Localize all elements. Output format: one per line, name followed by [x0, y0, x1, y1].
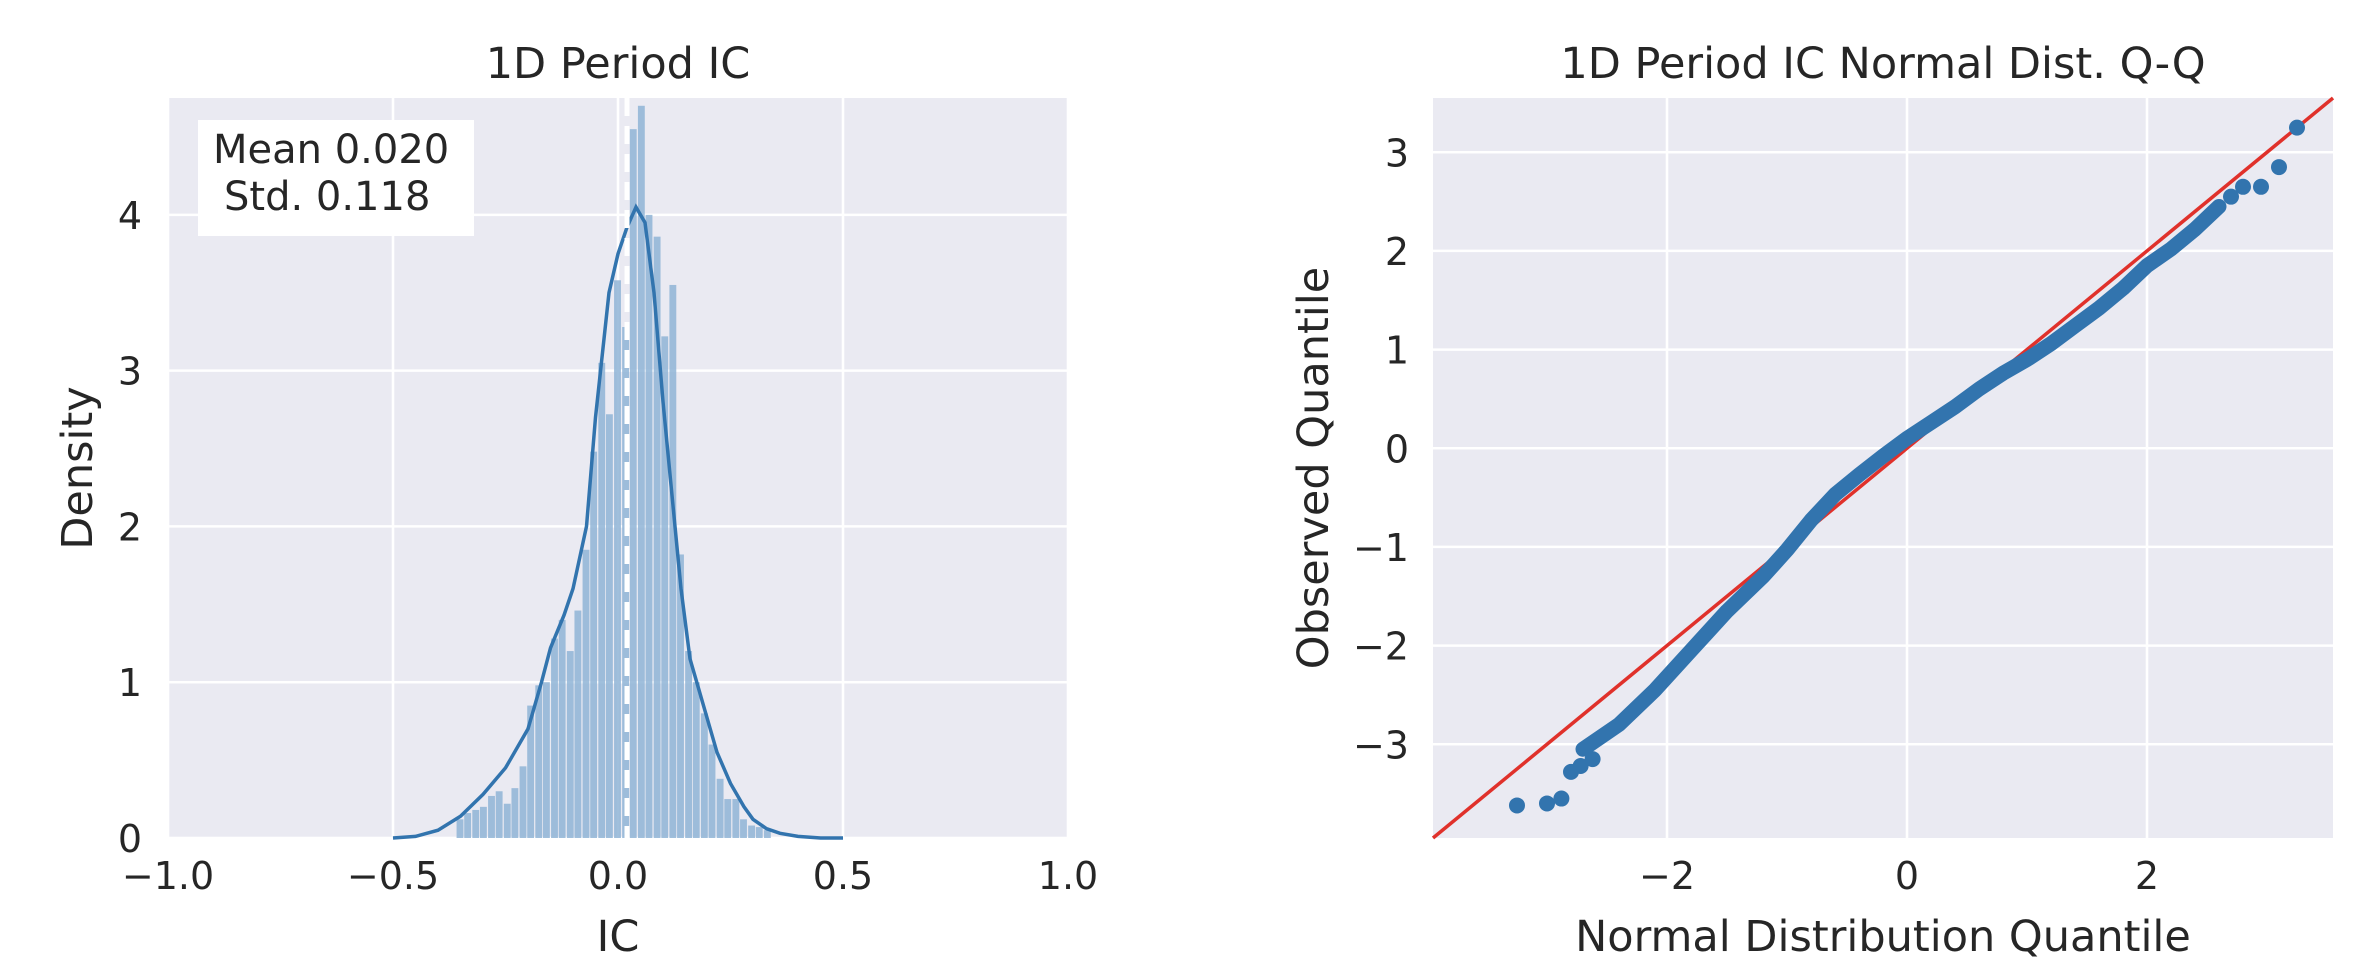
histogram-bar [511, 788, 519, 838]
histogram-x-tick-label: 1.0 [1038, 854, 1098, 898]
histogram-bar [669, 284, 677, 838]
qq-point [1539, 795, 1555, 812]
histogram-x-axis-label: IC [597, 912, 640, 962]
histogram-y-tick-label: 3 [118, 350, 142, 394]
qq-y-axis-label: Observed Quantile [1289, 267, 1339, 669]
qq-x-tick-label: −2 [1639, 854, 1695, 898]
histogram-bar [472, 809, 480, 838]
histogram-bar [748, 825, 756, 838]
qq-x-tick-labels: −2 0 2 [1639, 854, 2159, 898]
qq-y-tick-label: −1 [1353, 526, 1409, 570]
qq-title: 1D Period IC Normal Dist. Q-Q [1560, 39, 2205, 89]
histogram-x-tick-labels: −1.0 −0.5 0.0 0.5 1.0 [122, 854, 1098, 898]
histogram-bar [700, 713, 708, 838]
histogram-x-tick-label: −1.0 [122, 854, 214, 898]
qq-point [1584, 751, 1601, 768]
histogram-y-tick-labels: 0 1 2 3 4 [118, 194, 142, 861]
qq-point [2271, 159, 2287, 176]
histogram-bar [558, 619, 566, 838]
qq-y-tick-label: 1 [1385, 329, 1409, 373]
histogram-bar [724, 799, 732, 838]
stats-annotation-box: Mean 0.020 Std. 0.118 [198, 120, 474, 236]
qq-y-tick-label: 3 [1385, 131, 1409, 175]
histogram-bar [566, 651, 574, 838]
qq-y-tick-label: −3 [1353, 723, 1409, 767]
qq-plot-panel: −2 0 2 −3 −2 −1 0 1 2 3 1D Period IC Normal Dist… [1289, 39, 2335, 962]
histogram-bar [488, 795, 495, 838]
histogram-bar [732, 799, 740, 838]
qq-point [1509, 797, 1525, 814]
histogram-bar [645, 214, 653, 838]
qq-point [2223, 188, 2239, 205]
histogram-x-tick-label: 0.0 [588, 854, 648, 898]
histogram-bar [551, 638, 558, 838]
histogram-x-tick-label: −0.5 [347, 854, 439, 898]
qq-y-tick-label: 0 [1385, 427, 1409, 471]
qq-x-axis-label: Normal Distribution Quantile [1575, 912, 2191, 962]
histogram-bar [708, 744, 716, 838]
histogram-bar [653, 236, 661, 838]
histogram-bar [614, 280, 621, 838]
histogram-bar [677, 554, 684, 838]
qq-gridlines [1433, 98, 2333, 838]
qq-point [2235, 178, 2251, 195]
histogram-bar [661, 336, 669, 838]
histogram-title: 1D Period IC [486, 39, 751, 89]
histogram-bar [479, 806, 487, 838]
histogram-bar [464, 813, 472, 838]
histogram-y-tick-label: 4 [118, 194, 142, 238]
histogram-bar [629, 129, 637, 838]
qq-y-tick-label: −2 [1353, 625, 1409, 669]
histogram-bar [598, 362, 606, 838]
histogram-y-tick-label: 1 [118, 661, 142, 705]
qq-quantile-curve [1575, 199, 2227, 757]
ic-histogram-panel: Mean 0.020 Std. 0.118 −1.0 −0.5 0.0 0.5 1.0 … [53, 39, 1098, 962]
histogram-bar [692, 682, 700, 838]
histogram-bar [685, 651, 693, 838]
histogram-bar [519, 766, 527, 838]
histogram-bar [527, 705, 535, 838]
histogram-bar [590, 451, 598, 838]
histogram-bar [495, 791, 503, 838]
histogram-bar [605, 414, 613, 838]
kde-curve [392, 203, 843, 840]
qq-point [1572, 757, 1589, 774]
histogram-y-axis-label: Density [53, 386, 103, 549]
histogram-bar [716, 778, 724, 838]
histogram-bar [503, 803, 511, 838]
histogram-y-tick-label: 0 [118, 817, 142, 861]
qq-y-tick-labels: −3 −2 −1 0 1 2 3 [1353, 131, 1409, 767]
qq-point [1553, 790, 1570, 807]
histogram-bar [755, 827, 763, 838]
qq-point [2253, 178, 2269, 195]
qq-reference-line [1431, 96, 2335, 840]
annotation-mean: Mean 0.020 [213, 127, 449, 173]
histogram-bar [542, 682, 550, 838]
histogram-bar [582, 549, 590, 838]
qq-points [1509, 119, 2305, 814]
histogram-bar [763, 830, 771, 838]
histogram-bar [574, 610, 582, 838]
histogram-y-tick-label: 2 [118, 505, 142, 549]
histogram-bar [740, 819, 747, 838]
annotation-background [198, 120, 474, 236]
qq-x-tick-label: 0 [1895, 854, 1919, 898]
annotation-std: Std. 0.118 [224, 174, 430, 220]
qq-x-tick-label: 2 [2135, 854, 2159, 898]
qq-y-tick-label: 2 [1385, 230, 1409, 274]
histogram-x-tick-label: 0.5 [813, 854, 873, 898]
histogram-bar [637, 105, 645, 838]
qq-point [2289, 119, 2305, 136]
histogram-bar [456, 819, 464, 838]
histogram-bar [535, 685, 543, 838]
